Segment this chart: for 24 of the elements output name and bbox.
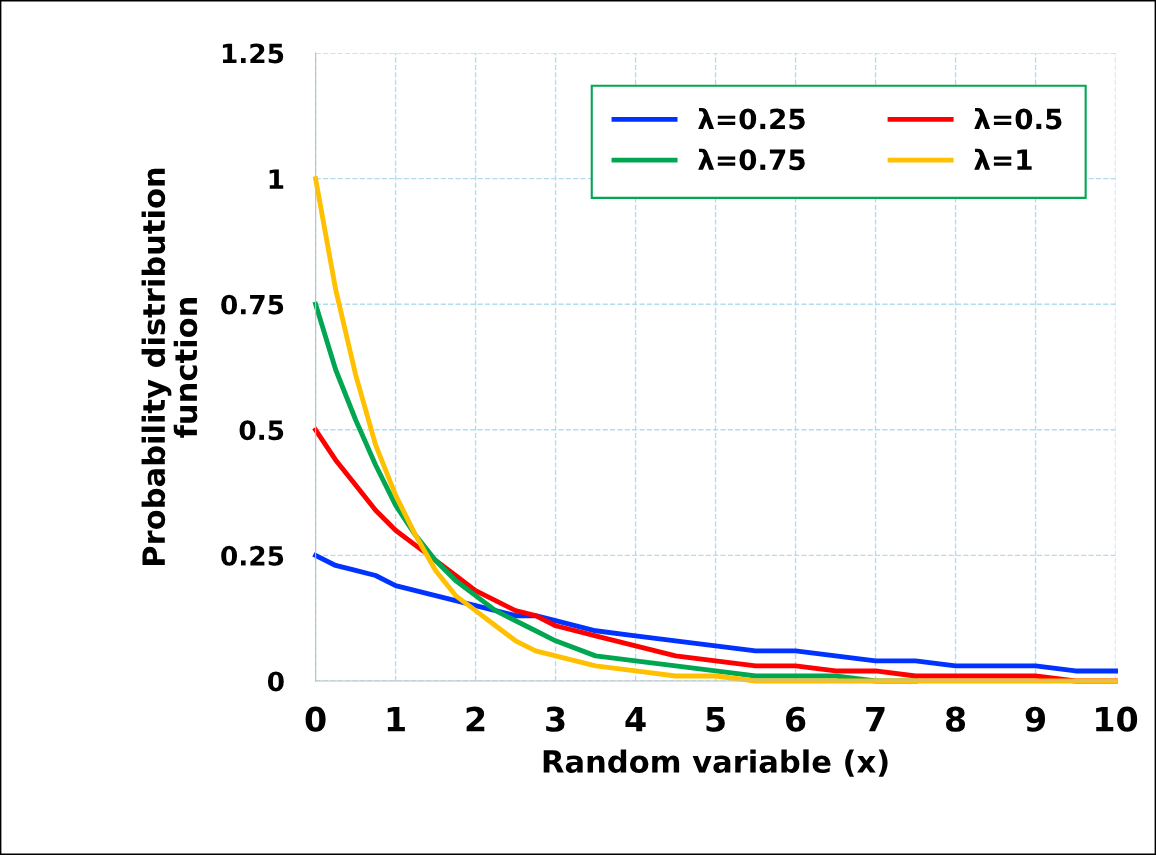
x-tick-label: 9 (1025, 706, 1046, 732)
x-tick-label: 2 (466, 706, 485, 732)
legend-label: λ=0.25 (698, 107, 805, 130)
y-tick-label: 1.25 (222, 43, 284, 64)
y-tick-label: 0 (267, 671, 284, 692)
x-tick-label: 5 (706, 707, 725, 732)
y-tick-label: 1 (269, 169, 284, 189)
legend-label: λ=0.5 (974, 107, 1062, 130)
y-tick-label: 0.75 (221, 294, 284, 315)
x-tick-label: 8 (945, 706, 966, 732)
x-axis-title: Random variable (x) (543, 749, 888, 777)
x-tick-label: 3 (546, 706, 565, 732)
x-tick-label: 1 (387, 707, 405, 732)
y-tick-label: 0.25 (221, 545, 284, 566)
legend-label: λ=0.75 (698, 148, 805, 171)
x-tick-label: 7 (866, 707, 885, 732)
legend-label: λ=1 (974, 148, 1032, 170)
x-tick-label: 4 (625, 707, 646, 732)
x-tick-label: 6 (786, 706, 806, 732)
y-axis-title: Probability distribution function (141, 168, 198, 565)
y-tick-label: 0.5 (239, 420, 284, 441)
line-series (313, 552, 1118, 674)
x-tick-label: 10 (1096, 706, 1138, 732)
x-tick-label: 0 (305, 706, 326, 732)
